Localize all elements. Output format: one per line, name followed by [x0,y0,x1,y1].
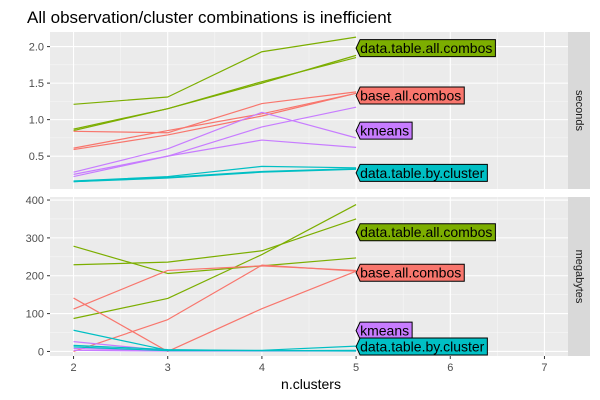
y-tick-label: 2.0 [29,42,44,54]
x-tick-label: 4 [259,362,265,374]
series-label-box [355,86,465,105]
series-line-data-table-all-combos [73,218,357,266]
strip-label: seconds [573,90,585,131]
series-label-data-table-by-cluster: data.table.by.cluster [355,337,488,356]
series-line-data-table-by-cluster [73,346,357,352]
series-label-text: base.all.combos [360,265,461,281]
x-axis-title: n.clusters [281,376,341,392]
series-line-data-table-all-combos [73,56,357,132]
series-label-base-all-combos: base.all.combos [355,86,465,105]
strip-background [568,197,590,356]
series-line-kmeans [73,111,357,173]
chart-title: All observation/cluster combinations is … [27,8,392,27]
strip-background [568,32,590,189]
series-line-kmeans [73,106,357,175]
series-label-data-table-by-cluster: data.table.by.cluster [355,163,488,182]
series-label-box [355,121,413,140]
x-tick-label: 3 [165,362,171,374]
y-tick-label: 200 [26,271,44,283]
series-label-text: kmeans [360,323,409,339]
y-tick-label: 0 [38,346,44,358]
y-tick-label: 1.0 [29,115,44,127]
panel-seconds: 0.5 1.0 1.5 2.0 data.table.all.combos base.al… [29,32,590,189]
series-label-text: data.table.by.cluster [360,165,485,181]
y-tick-label: 300 [26,233,44,245]
y-tick-label: 1.5 [29,78,44,90]
series-label-kmeans: kmeans [355,121,413,140]
panels: 0.5 1.0 1.5 2.0 data.table.all.combos base.al… [26,32,590,374]
series-line-base-all-combos [73,91,357,134]
series-label-box [355,39,496,58]
series-line-base-all-combos [73,92,357,149]
series-label-text: base.all.combos [360,88,461,104]
series-label-kmeans: kmeans [355,321,413,340]
series-label-text: data.table.by.cluster [360,339,485,355]
panel-megabytes: 0 100 200 300 400 data.table.all.combos base.a… [26,195,590,374]
series-line-data-table-by-cluster [73,168,357,183]
series-line-base-all-combos [73,264,357,353]
series-label-data-table-all-combos: data.table.all.combos [355,223,496,242]
series-label-text: kmeans [360,123,409,139]
y-tick-label: 400 [26,195,44,207]
series-label-box [355,163,488,182]
strip-label: megabytes [573,250,585,304]
series-label-data-table-all-combos: data.table.all.combos [355,39,496,58]
x-tick-label: 2 [70,362,76,374]
y-tick-label: 100 [26,309,44,321]
series-line-base-all-combos [73,92,357,151]
series-label-box [355,223,496,242]
series-line-data-table-by-cluster [73,165,357,182]
series-line-data-table-all-combos [73,204,357,320]
series-label-base-all-combos: base.all.combos [355,263,465,282]
series-label-box [355,321,413,340]
series-line-data-table-all-combos [73,245,357,275]
series-label-text: data.table.all.combos [360,224,492,240]
series-label-box [355,337,488,356]
x-tick-label: 5 [353,362,359,374]
series-line-kmeans [73,139,357,178]
series-label-box [355,263,465,282]
series-line-data-table-all-combos [73,36,357,105]
y-tick-label: 0.5 [29,151,44,163]
x-tick-label: 7 [541,362,547,374]
series-line-base-all-combos [73,270,357,353]
x-tick-label: 6 [447,362,453,374]
series-label-text: data.table.all.combos [360,40,492,56]
